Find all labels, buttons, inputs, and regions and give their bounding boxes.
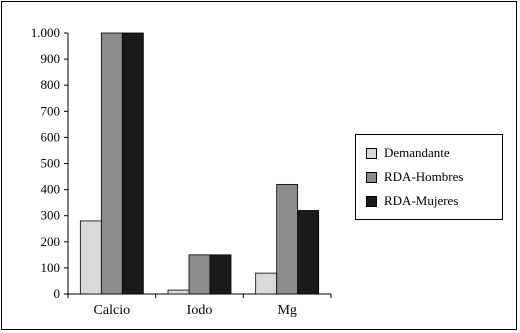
- legend-swatch-rda-mujeres: [366, 195, 377, 207]
- legend-label-rda-mujeres: RDA-Mujeres: [384, 193, 459, 208]
- bar-demandante-mg: [255, 272, 278, 295]
- y-tick-label: 300: [41, 208, 61, 223]
- legend: Demandante RDA-Hombres RDA-Mujeres: [355, 134, 503, 220]
- tick-labels: 0 100 200 300 400 500 600 700 800 900 1.000 Calcio I…: [31, 25, 297, 318]
- bar-demandante-iodo: [167, 289, 190, 295]
- y-tick-label: 500: [41, 156, 61, 171]
- x-tick-label: Iodo: [187, 303, 213, 318]
- bar-rda-mujeres-calcio: [121, 32, 144, 295]
- legend-swatch-demandante: [366, 147, 377, 159]
- y-tick-label: 400: [41, 182, 61, 197]
- legend-swatch-rda-hombres: [366, 171, 377, 183]
- bar-rda-hombres-iodo: [188, 254, 211, 295]
- y-tick-label: 600: [41, 129, 61, 144]
- y-tick-label: 0: [54, 286, 61, 301]
- bar-rda-hombres-calcio: [100, 32, 123, 295]
- legend-label-demandante: Demandante: [384, 145, 450, 160]
- bar-demandante-calcio: [79, 220, 102, 295]
- legend-item-rda-mujeres: RDA-Mujeres: [366, 189, 502, 213]
- y-tick-label: 200: [41, 234, 61, 249]
- x-tick-label: Mg: [277, 303, 296, 318]
- legend-item-rda-hombres: RDA-Hombres: [366, 165, 502, 189]
- y-tick-label: 800: [41, 77, 61, 92]
- bar-rda-mujeres-mg: [297, 210, 320, 295]
- y-tick-label: 100: [41, 260, 61, 275]
- bar-rda-mujeres-iodo: [209, 254, 232, 295]
- bars: [79, 32, 320, 295]
- legend-label-rda-hombres: RDA-Hombres: [384, 169, 464, 184]
- x-tick-label: Calcio: [94, 303, 131, 318]
- y-tick-label: 1.000: [31, 25, 60, 40]
- bar-rda-hombres-mg: [276, 183, 299, 295]
- legend-item-demandante: Demandante: [366, 141, 502, 165]
- y-tick-label: 700: [41, 103, 61, 118]
- y-tick-label: 900: [41, 51, 61, 66]
